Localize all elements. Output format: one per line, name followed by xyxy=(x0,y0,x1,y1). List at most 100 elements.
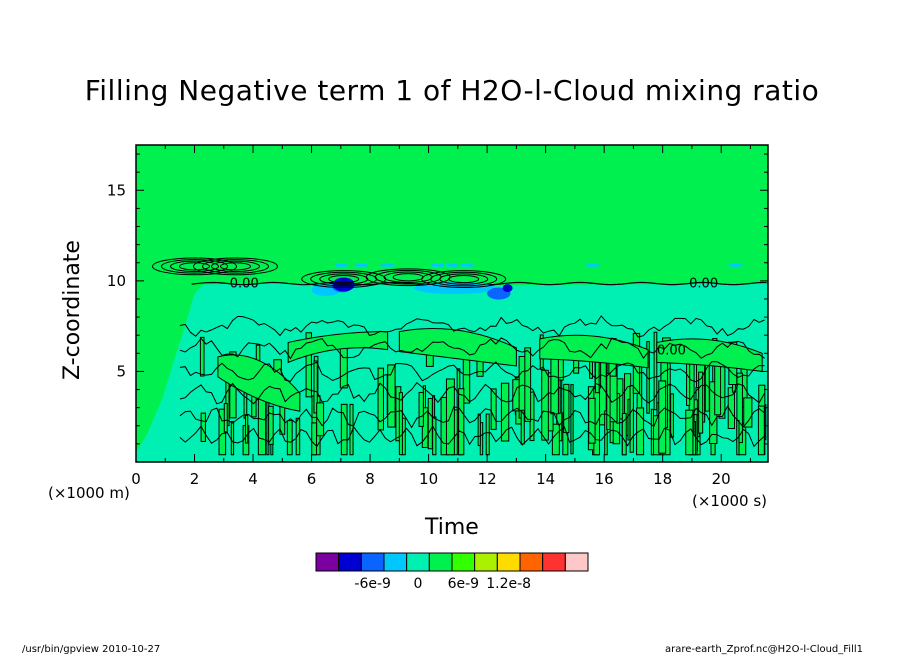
field-streak xyxy=(418,391,424,427)
field-streak xyxy=(757,405,765,456)
contour-line xyxy=(179,381,765,405)
field-streak xyxy=(736,372,743,444)
colorbar-swatch xyxy=(564,552,589,572)
field-streak xyxy=(421,407,429,449)
field-streak xyxy=(398,392,403,456)
colorbar-swatch xyxy=(315,552,340,572)
field-streak xyxy=(244,414,249,444)
colorbar-swatch xyxy=(496,552,521,572)
field-blob xyxy=(287,331,389,364)
field-streak xyxy=(541,369,549,441)
chart-title: Filling Negative term 1 of H2O-l-Cloud m… xyxy=(84,74,820,107)
field-blob xyxy=(398,328,517,367)
field-streak xyxy=(316,402,325,437)
colorbar-swatch xyxy=(383,552,408,572)
y-axis-label: Z-coordinate xyxy=(60,240,85,380)
field-streak xyxy=(524,347,532,422)
field-streak xyxy=(550,354,559,415)
field-streak xyxy=(223,403,228,433)
contour-ring xyxy=(319,273,369,285)
contour-line xyxy=(179,405,765,429)
field-streak xyxy=(311,422,318,456)
x-tick-label: 14 xyxy=(536,470,555,488)
field-streak xyxy=(427,398,433,450)
field-streak xyxy=(670,393,674,438)
field-streak xyxy=(286,420,293,456)
colorbar-tick-label: 0 xyxy=(414,576,423,592)
contour-line xyxy=(179,361,765,383)
y-tick-label: 5 xyxy=(116,362,126,380)
field-streak xyxy=(257,395,267,456)
field-streak xyxy=(658,380,667,454)
positive-cell xyxy=(355,263,368,267)
colorbar-swatch xyxy=(428,552,453,572)
y-tick-label: 10 xyxy=(107,272,126,290)
colorbar-tick-label: 6e-9 xyxy=(448,576,479,592)
field-streak xyxy=(650,408,654,456)
contour-line xyxy=(179,315,765,338)
x-tick-label: 0 xyxy=(131,470,141,488)
positive-cell xyxy=(431,263,444,267)
x-axis-label: Time xyxy=(425,515,479,540)
contour-label: 0.00 xyxy=(689,277,718,292)
contour-ring xyxy=(192,257,278,276)
field-streak xyxy=(340,403,348,456)
contour-ring xyxy=(161,259,229,274)
y-tick-label: 15 xyxy=(107,181,126,199)
positive-cell xyxy=(334,263,347,267)
field-streak xyxy=(199,336,205,377)
field-streak xyxy=(518,355,526,419)
y-unit-label: (×1000 m) xyxy=(48,484,130,502)
contour-ring xyxy=(430,271,498,287)
colorbar-tick-label: -6e-9 xyxy=(354,576,391,592)
x-unit-label: (×1000 s) xyxy=(692,492,768,510)
field-streak xyxy=(588,397,596,444)
field-streak xyxy=(653,331,658,411)
field-streak xyxy=(485,413,490,456)
field-streak xyxy=(268,405,274,445)
field-streak xyxy=(520,409,525,445)
field-streak xyxy=(477,413,481,447)
x-tick-label: 20 xyxy=(712,470,731,488)
field-streak xyxy=(230,421,235,456)
field-streak xyxy=(570,384,574,455)
x-tick-label: 10 xyxy=(419,470,438,488)
colorbar-tick-label: 1.2e-8 xyxy=(486,576,531,592)
plot-area: 0.00 0.00 0.00 xyxy=(136,145,768,462)
colorbar-swatch xyxy=(451,552,476,572)
contour-ring xyxy=(201,259,269,274)
contour-label: 0.00 xyxy=(230,277,259,292)
x-tick-label: 4 xyxy=(248,470,258,488)
colorbar-swatch xyxy=(406,552,430,572)
field-streak xyxy=(743,397,753,428)
colorbar-swatch xyxy=(542,552,566,572)
negative-core xyxy=(502,284,513,293)
field-streak xyxy=(377,367,384,431)
contour-ring xyxy=(170,260,220,273)
field-streak xyxy=(621,412,627,456)
field-streak xyxy=(500,382,510,442)
axis-ticks: 0 2 4 6 8 10 12 14 16 18 20 5 10 15 xyxy=(107,145,768,488)
colorbar: -6e-9 0 6e-9 1.2e-8 xyxy=(315,552,589,592)
x-tick-label: 6 xyxy=(307,470,317,488)
field-streak xyxy=(629,384,634,453)
contour-label: 0.00 xyxy=(657,344,686,359)
contour-line xyxy=(179,424,765,448)
x-tick-label: 16 xyxy=(595,470,614,488)
field-streak xyxy=(339,342,348,389)
field-streak xyxy=(636,407,645,456)
contour-ring xyxy=(439,273,489,285)
field-streak xyxy=(295,417,301,456)
contour-ring xyxy=(328,274,360,284)
positive-cell xyxy=(460,263,473,267)
contour-ring xyxy=(152,257,238,276)
colorbar-swatch xyxy=(360,552,385,572)
field-streak xyxy=(458,388,465,456)
field-blob xyxy=(539,334,649,369)
x-tick-label: 12 xyxy=(478,470,497,488)
field-streak xyxy=(563,383,570,434)
positive-cell xyxy=(446,263,459,267)
contour-ring xyxy=(179,262,211,271)
x-tick-label: 2 xyxy=(190,470,200,488)
